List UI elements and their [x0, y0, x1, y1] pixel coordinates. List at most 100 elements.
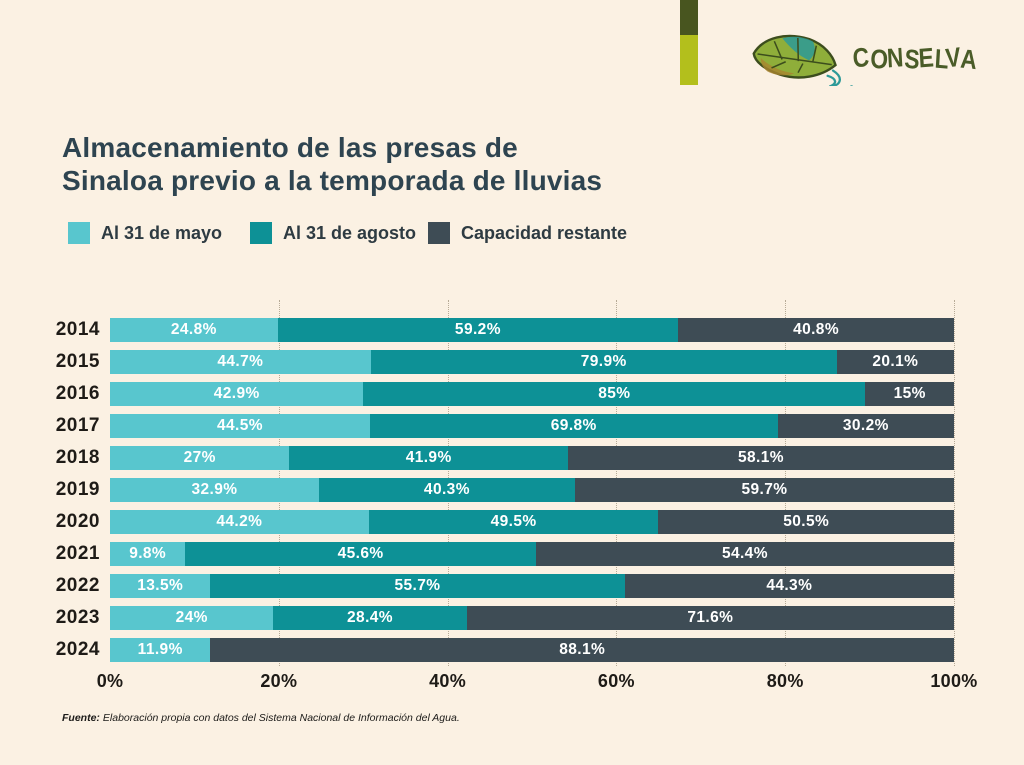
x-axis-tick-label: 20% — [260, 671, 298, 691]
bar-segment-capacidad-restante: 20.1% — [836, 350, 954, 374]
year-label: 2018 — [55, 447, 100, 468]
bar-segment-al-31-de-mayo: 27% — [110, 446, 290, 470]
year-label: 2016 — [55, 383, 100, 404]
legend-swatch-mayo — [68, 222, 90, 244]
chart-row: 2020 44.2% 49.5% 50.5% — [40, 510, 954, 534]
year-label: 2020 — [55, 511, 100, 532]
stacked-bar: 9.8% 45.6% 54.4% — [110, 542, 954, 566]
segment-value-label: 71.6% — [687, 609, 734, 626]
bar-segment-al-31-de-mayo: 11.9% — [110, 638, 211, 662]
x-axis-tick-label: 80% — [766, 671, 804, 691]
stacked-bar: 42.9% 85% 15% — [110, 382, 954, 406]
segment-value-label: 20.1% — [872, 353, 919, 370]
segment-value-label: 58.1% — [737, 449, 784, 466]
bar-segment-capacidad-restante: 30.2% — [777, 414, 954, 438]
bar-segment-capacidad-restante: 44.3% — [624, 574, 954, 598]
x-axis-tick-label: 0% — [96, 671, 124, 691]
segment-value-label: 11.9% — [137, 641, 183, 658]
stacked-bar: 27% 41.9% 58.1% — [110, 446, 954, 470]
segment-value-label: 40.3% — [423, 481, 470, 498]
x-axis: 0% 20% 40% 60% 80% 100% — [97, 671, 978, 695]
chart-row: 2017 44.5% 69.8% 30.2% — [40, 414, 954, 438]
segment-value-label: 42.9% — [213, 385, 260, 402]
segment-value-label: 41.9% — [405, 449, 452, 466]
segment-value-label: 32.9% — [191, 481, 238, 498]
segment-value-label: 28.4% — [347, 609, 393, 626]
year-label: 2017 — [55, 415, 100, 436]
bar-segment-al-31-de-mayo: 44.5% — [110, 414, 370, 438]
segment-value-label: 79.9% — [580, 353, 627, 370]
chart-row: 2021 9.8% 45.6% 54.4% — [40, 542, 954, 566]
bar-segment-capacidad-restante: 15% — [865, 382, 954, 406]
gridline — [954, 300, 955, 666]
source-label: Fuente: — [62, 712, 100, 724]
chart-row: 2014 24.8% 59.2% 40.8% — [40, 318, 954, 342]
stacked-bar: 44.2% 49.5% 50.5% — [110, 510, 954, 534]
chart-row: 2015 44.7% 79.9% 20.1% — [40, 350, 954, 374]
segment-value-label: 54.4% — [721, 545, 768, 562]
bar-segment-capacidad-restante: 40.8% — [678, 318, 954, 342]
bar-segment-al-31-de-agosto: 41.9% — [289, 446, 568, 470]
bar-segment-capacidad-restante: 50.5% — [658, 510, 954, 534]
stacked-bar: 24.8% 59.2% 40.8% — [110, 318, 954, 342]
title-line-2: Sinaloa previo a la temporada de lluvias — [62, 165, 603, 196]
bar-segment-al-31-de-mayo: 44.7% — [110, 350, 371, 374]
segment-value-label: 55.7% — [394, 577, 441, 594]
legend-swatch-restante — [428, 222, 450, 244]
bar-segment-al-31-de-agosto: 85% — [363, 382, 866, 406]
year-label: 2023 — [55, 607, 100, 628]
segment-value-label: 49.5% — [490, 513, 537, 530]
brand-accent-bar-dark — [680, 0, 698, 35]
segment-value-label: 24.8% — [170, 321, 217, 338]
x-axis-tick-label: 40% — [429, 671, 467, 691]
stacked-bar: 44.7% 79.9% 20.1% — [110, 350, 954, 374]
segment-value-label: 30.2% — [842, 417, 889, 434]
segment-value-label: 27% — [183, 449, 216, 466]
legend-label-restante: Capacidad restante — [461, 222, 628, 243]
bar-segment-capacidad-restante: 59.7% — [574, 478, 955, 502]
bar-segment-al-31-de-mayo: 32.9% — [110, 478, 319, 502]
chart-row: 2018 27% 41.9% 58.1% — [40, 446, 954, 470]
chart-row: 2019 32.9% 40.3% 59.7% — [40, 478, 955, 502]
bar-segment-al-31-de-agosto: 28.4% — [273, 606, 467, 630]
segment-value-label: 85% — [598, 385, 631, 402]
bar-segment-al-31-de-mayo: 42.9% — [110, 382, 364, 406]
legend-item-agosto: Al 31 de agosto — [250, 221, 416, 245]
stacked-bar-chart: 2014 24.8% 59.2% 40.8% 2015 44.7% 79.9% 20.1% 20… — [40, 300, 955, 668]
legend-swatch-agosto — [250, 222, 272, 244]
segment-value-label: 44.2% — [216, 513, 263, 530]
leaf-icon — [752, 34, 854, 86]
year-label: 2015 — [55, 351, 100, 372]
chart-row: 2024 11.9% 88.1% — [40, 638, 954, 662]
segment-value-label: 44.7% — [217, 353, 264, 370]
segment-value-label: 59.7% — [741, 481, 788, 498]
segment-value-label: 15% — [893, 385, 926, 402]
chart-row: 2022 13.5% 55.7% 44.3% — [40, 574, 954, 598]
stacked-bar: 13.5% 55.7% 44.3% — [110, 574, 954, 598]
bar-segment-al-31-de-mayo: 13.5% — [110, 574, 211, 598]
year-label: 2019 — [55, 479, 100, 500]
segment-value-label: 88.1% — [559, 641, 606, 658]
x-axis-tick-label: 100% — [930, 671, 978, 691]
chart-row: 2023 24% 28.4% 71.6% — [40, 606, 954, 630]
brand-accent-bar-lime — [680, 35, 698, 85]
bar-segment-al-31-de-mayo: 9.8% — [110, 542, 186, 566]
bar-segment-capacidad-restante: 58.1% — [567, 446, 954, 470]
year-label: 2021 — [55, 543, 100, 564]
bar-segment-al-31-de-agosto: 45.6% — [185, 542, 536, 566]
conselva-logo: CONSELVA — [752, 34, 978, 86]
page-title: Almacenamiento de las presas de Sinaloa … — [62, 131, 602, 197]
bar-segment-capacidad-restante: 71.6% — [466, 606, 954, 630]
year-label: 2014 — [55, 319, 100, 340]
stacked-bar: 24% 28.4% 71.6% — [110, 606, 954, 630]
segment-value-label: 44.5% — [216, 417, 263, 434]
bar-segment-al-31-de-agosto: 55.7% — [210, 574, 625, 598]
segment-value-label: 59.2% — [454, 321, 501, 338]
bar-segment-al-31-de-agosto: 49.5% — [368, 510, 659, 534]
segment-value-label: 13.5% — [137, 577, 184, 594]
legend-label-agosto: Al 31 de agosto — [283, 222, 417, 243]
legend-item-restante: Capacidad restante — [428, 221, 627, 245]
segment-value-label: 24% — [175, 609, 208, 626]
bar-segment-al-31-de-mayo: 44.2% — [110, 510, 369, 534]
